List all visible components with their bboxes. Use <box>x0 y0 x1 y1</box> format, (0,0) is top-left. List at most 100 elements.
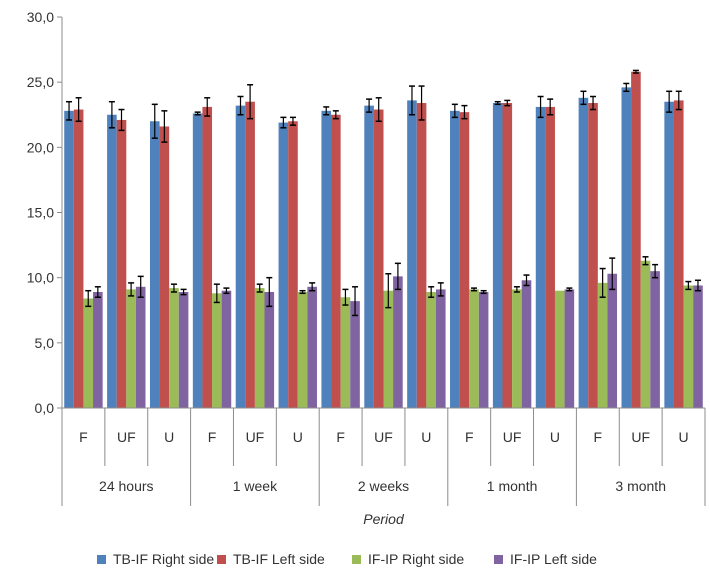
bar <box>364 105 374 409</box>
bar <box>426 292 436 408</box>
bar <box>331 114 341 408</box>
bar <box>264 292 275 408</box>
bar <box>588 103 598 409</box>
bar <box>221 290 232 408</box>
bar <box>245 101 255 408</box>
legend-swatch <box>352 555 361 564</box>
x-tick-label: F <box>594 429 603 445</box>
x-tick-label: U <box>164 429 174 445</box>
bar <box>597 282 608 408</box>
bar <box>693 285 703 408</box>
bar <box>554 290 565 408</box>
legend-item: TB-IF Left side <box>217 551 325 567</box>
x-group-label: 24 hours <box>99 478 153 494</box>
bar <box>340 297 351 408</box>
bar <box>416 103 427 409</box>
bar <box>502 103 513 409</box>
legend-label: TB-IF Right side <box>113 551 214 567</box>
bar <box>383 290 394 408</box>
bar <box>683 285 694 408</box>
bar <box>512 289 522 408</box>
bar-series-group <box>64 69 703 409</box>
bar-series <box>83 256 694 408</box>
bar <box>521 280 532 408</box>
x-axis: F UF U F UF U F UF U F UF U F UF U24 hours 1 week 2 week… <box>61 407 706 506</box>
bar <box>93 292 103 408</box>
y-tick-label: 15,0 <box>27 205 54 221</box>
legend-label: IF-IP Right side <box>368 551 464 567</box>
bar <box>393 276 403 408</box>
bar <box>278 122 289 408</box>
bar <box>126 289 136 408</box>
bar <box>169 288 179 408</box>
bar-series <box>64 82 674 409</box>
legend-item: IF-IP Left side <box>494 551 597 567</box>
legend-label: TB-IF Left side <box>233 551 325 567</box>
bar <box>578 97 589 408</box>
bar <box>469 289 479 408</box>
bar <box>407 100 417 408</box>
y-tick-label: 5,0 <box>35 335 55 351</box>
x-tick-label: F <box>208 429 217 445</box>
x-tick-label: U <box>550 429 560 445</box>
x-tick-label: U <box>293 429 303 445</box>
bar <box>350 301 360 408</box>
bar <box>650 271 660 408</box>
bar <box>492 103 503 409</box>
bar-series <box>93 257 703 408</box>
bar <box>307 286 317 408</box>
bar <box>373 109 384 408</box>
x-tick-label: UF <box>117 429 136 445</box>
x-group-label: 2 weeks <box>358 478 409 494</box>
bar <box>107 114 117 408</box>
x-tick-label: F <box>336 429 345 445</box>
bar <box>254 288 265 408</box>
bar-series <box>73 69 684 409</box>
legend-swatch <box>97 555 106 564</box>
y-tick-label: 25,0 <box>27 74 54 90</box>
bar <box>178 292 189 408</box>
y-tick-label: 0,0 <box>35 400 55 416</box>
bar <box>135 286 146 408</box>
bar <box>545 106 555 409</box>
bar <box>607 273 618 408</box>
bar <box>73 109 84 408</box>
legend-label: IF-IP Left side <box>510 551 597 567</box>
bar <box>640 260 651 408</box>
legend-item: TB-IF Right side <box>97 551 214 567</box>
bar <box>212 293 222 408</box>
legend-swatch <box>494 555 503 564</box>
x-tick-label: F <box>465 429 474 445</box>
bar <box>297 292 308 408</box>
x-tick-label: UF <box>503 429 522 445</box>
bar <box>321 110 332 408</box>
bar <box>149 121 160 409</box>
bar <box>235 105 246 409</box>
bar <box>288 121 298 409</box>
bar <box>631 71 641 409</box>
legend-item: IF-IP Right side <box>352 551 464 567</box>
bar <box>564 289 575 408</box>
x-group-label: 1 month <box>487 478 538 494</box>
bar <box>673 100 684 408</box>
bar <box>83 298 94 408</box>
legend-swatch <box>217 555 226 564</box>
x-axis-title: Period <box>363 511 405 527</box>
bar <box>192 113 203 409</box>
x-tick-label: UF <box>246 429 265 445</box>
legend: TB-IF Right side TB-IF Left side IF-IP Rig… <box>97 551 597 567</box>
x-tick-label: F <box>79 429 88 445</box>
bar <box>202 106 213 409</box>
bar <box>435 289 446 408</box>
x-group-label: 1 week <box>233 478 278 494</box>
bar <box>478 292 489 408</box>
bar <box>159 126 170 408</box>
bar <box>535 106 546 409</box>
y-tick-label: 30,0 <box>27 9 54 25</box>
bar <box>116 119 127 409</box>
x-tick-label: U <box>679 429 689 445</box>
bar <box>664 101 674 408</box>
x-tick-label: UF <box>374 429 393 445</box>
bar <box>621 87 632 408</box>
bar <box>459 112 470 408</box>
